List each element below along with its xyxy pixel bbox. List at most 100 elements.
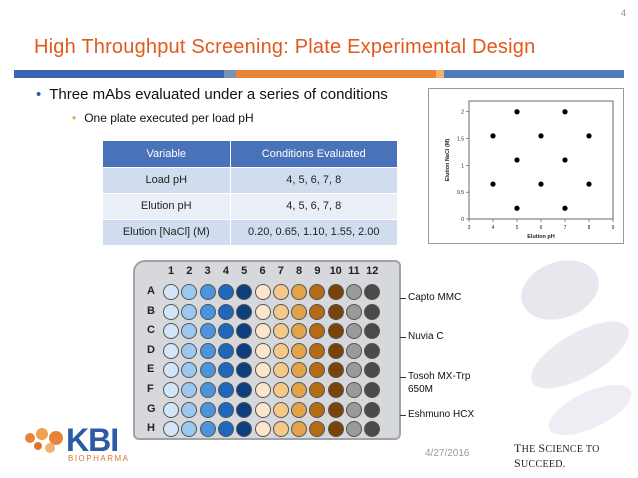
plate-well bbox=[327, 284, 344, 300]
plate-body: 1 2 3 4 5 6 7 8 9 10 11 12 A B C D E F G H bbox=[133, 260, 401, 440]
plate-row-label: B bbox=[147, 304, 155, 317]
plate-well bbox=[199, 323, 216, 340]
tagline-part: CIENCE TO bbox=[545, 444, 600, 455]
tagline-part: T bbox=[514, 441, 522, 455]
condition-label: Tosoh MX-Trp bbox=[408, 371, 471, 382]
logo-swoosh-icon bbox=[25, 428, 63, 453]
plate-well bbox=[181, 401, 198, 418]
table-row: Elution [NaCl] (M) 0.20, 0.65, 1.10, 1.5… bbox=[103, 218, 398, 245]
plate-column-label: 1 bbox=[167, 265, 175, 277]
plate-row-label: C bbox=[147, 324, 155, 337]
bullet-dot-icon: • bbox=[72, 111, 77, 125]
plate-well bbox=[217, 303, 234, 320]
condition-label: Eshmuno HCX bbox=[408, 409, 475, 420]
plate-well bbox=[272, 342, 289, 359]
plate-well bbox=[254, 421, 271, 438]
plate-well bbox=[327, 401, 344, 418]
scatter-svg: 3 4 5 6 7 8 9 0 0.5 1 1.5 2 Elution pH Elution NaCl (… bbox=[445, 100, 615, 240]
plate-well bbox=[309, 323, 326, 340]
title-rule-segment bbox=[224, 70, 236, 78]
tagline-part: S bbox=[538, 441, 546, 455]
well-plate: 1 2 3 4 5 6 7 8 9 10 11 12 A B C D E F G H bbox=[133, 260, 401, 440]
plate-well bbox=[327, 342, 344, 359]
scatter-point bbox=[538, 181, 544, 187]
condition-bracket bbox=[400, 337, 406, 338]
plate-column-label: 12 bbox=[366, 265, 379, 277]
plate-well bbox=[346, 284, 362, 300]
x-tick-label: 6 bbox=[540, 225, 543, 231]
plate-well bbox=[163, 362, 179, 379]
tagline-part: HE bbox=[521, 444, 539, 455]
plot-area bbox=[468, 100, 614, 220]
plate-well bbox=[309, 401, 326, 418]
plate-well bbox=[181, 362, 198, 379]
plate-well bbox=[181, 303, 198, 320]
title-rule bbox=[14, 70, 624, 78]
scatter-point bbox=[514, 157, 520, 163]
plate-well bbox=[199, 284, 216, 300]
plate-well bbox=[236, 303, 253, 320]
plate-well bbox=[236, 401, 253, 418]
plate-well bbox=[236, 323, 253, 340]
table-cell: Load pH bbox=[103, 166, 231, 193]
plate-well bbox=[163, 303, 179, 320]
plate-well bbox=[309, 362, 326, 379]
plate-well bbox=[272, 362, 289, 379]
table-header: Variable bbox=[103, 141, 231, 167]
scatter-point bbox=[490, 181, 496, 187]
logo-subtext: BIOPHARMA bbox=[68, 454, 130, 463]
plate-well bbox=[346, 342, 362, 359]
table-cell: Elution pH bbox=[103, 192, 231, 219]
scatter-point bbox=[538, 133, 544, 139]
table-cell: 0.20, 0.65, 1.10, 1.55, 2.00 bbox=[230, 218, 398, 245]
plate-well bbox=[236, 382, 253, 398]
condition-label: Nuvia C bbox=[408, 331, 444, 342]
plate-well bbox=[254, 284, 271, 300]
plate-well bbox=[291, 382, 308, 398]
x-tick-label: 9 bbox=[612, 225, 615, 231]
plate-well bbox=[272, 421, 289, 438]
table-cell: Elution [NaCl] (M) bbox=[103, 218, 231, 245]
plate-well bbox=[272, 323, 289, 340]
table-row: Elution pH 4, 5, 6, 7, 8 bbox=[103, 192, 398, 219]
watermark-swoosh-icon bbox=[521, 260, 632, 436]
x-tick-label: 8 bbox=[588, 225, 591, 231]
plate-column-label: 9 bbox=[314, 265, 321, 277]
plate-well bbox=[346, 421, 362, 438]
plate-row-label: F bbox=[147, 383, 154, 395]
table-cell: 4, 5, 6, 7, 8 bbox=[230, 192, 398, 219]
plate-row-label: E bbox=[147, 363, 155, 376]
y-tick-label: 0.5 bbox=[457, 190, 464, 196]
plate-well bbox=[309, 303, 326, 320]
plate-column-label: 7 bbox=[277, 265, 284, 277]
plate-well bbox=[346, 323, 362, 340]
plate-column-label: 8 bbox=[296, 265, 303, 277]
logo-text: KBI bbox=[66, 422, 119, 458]
x-tick-label: 3 bbox=[468, 225, 471, 231]
plate-well bbox=[163, 382, 179, 398]
plate-well bbox=[364, 382, 381, 398]
scatter-point bbox=[514, 109, 520, 115]
plate-well bbox=[199, 342, 216, 359]
plate-well bbox=[199, 303, 216, 320]
plate-column-label: 3 bbox=[204, 265, 211, 277]
plate-well bbox=[364, 362, 381, 379]
plate-column-label: 2 bbox=[186, 265, 193, 277]
plate-well bbox=[291, 362, 308, 379]
plate-well bbox=[291, 401, 308, 418]
plate-well bbox=[364, 342, 381, 359]
x-axis-label: Elution pH bbox=[527, 234, 555, 240]
plate-row-label: A bbox=[147, 285, 155, 297]
tagline: THE SCIENCE TO SUCCEED. bbox=[514, 441, 638, 471]
y-tick-label: 1.5 bbox=[457, 137, 464, 143]
plate-well bbox=[272, 303, 289, 320]
plate-well bbox=[291, 284, 308, 300]
bullet1-text: Three mAbs evaluated under a series of c… bbox=[49, 86, 388, 103]
plate-column-label: 6 bbox=[259, 265, 266, 277]
plate-well bbox=[272, 382, 289, 398]
x-tick-label: 5 bbox=[516, 225, 519, 231]
plate-well bbox=[364, 284, 381, 300]
plate-well bbox=[272, 284, 289, 300]
plate-well bbox=[254, 323, 271, 340]
plate-well bbox=[254, 401, 271, 418]
